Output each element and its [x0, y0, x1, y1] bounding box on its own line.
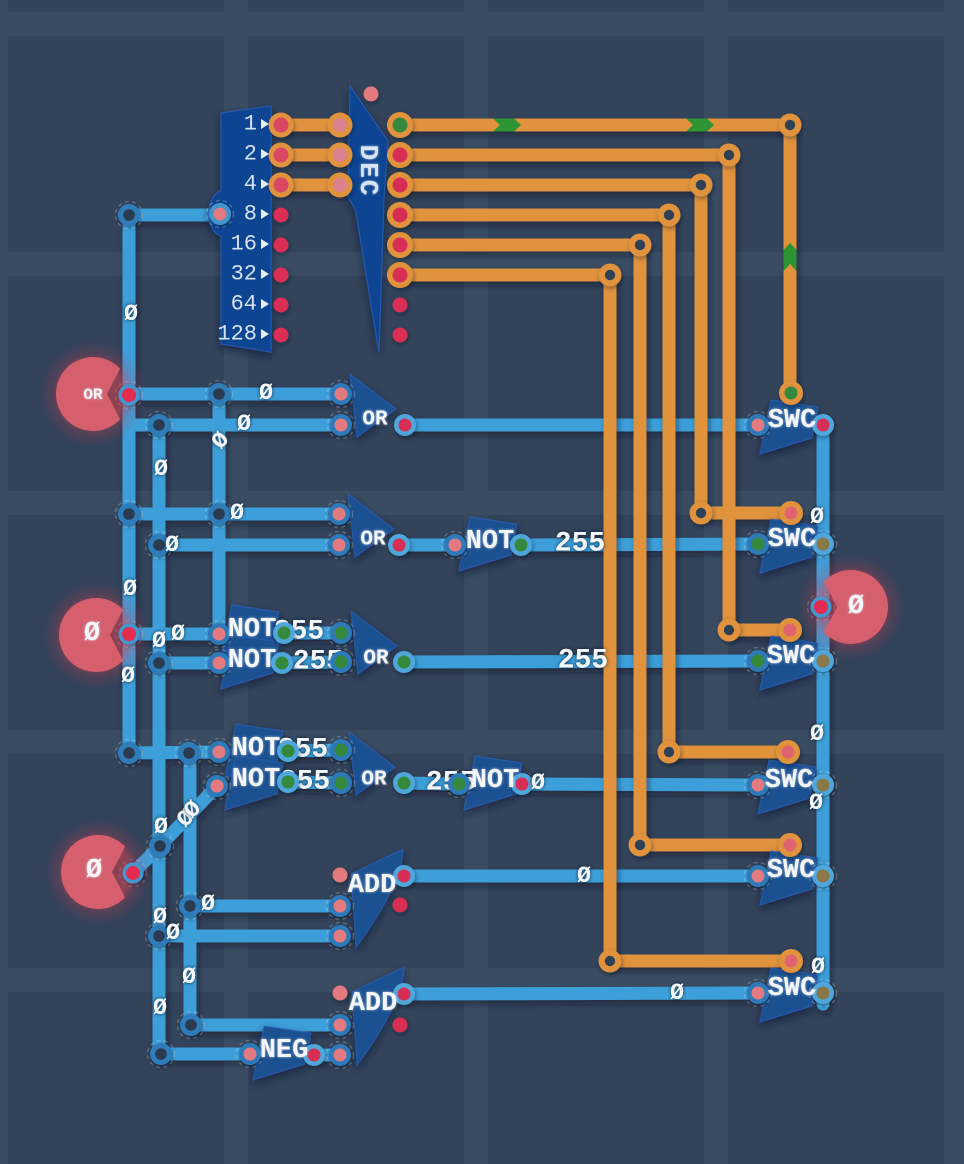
svg-text:SWC: SWC [768, 525, 817, 555]
svg-text:NOT: NOT [232, 734, 281, 764]
svg-text:Ø: Ø [171, 621, 185, 647]
svg-text:SWC: SWC [767, 856, 816, 886]
svg-text:Ø: Ø [670, 980, 684, 1006]
svg-text:Ø: Ø [848, 592, 864, 622]
svg-text:OR: OR [83, 386, 103, 404]
svg-text:Ø: Ø [124, 301, 138, 327]
svg-text:128: 128 [217, 322, 257, 347]
svg-text:Ø: Ø [154, 814, 168, 840]
svg-text:1: 1 [244, 112, 257, 137]
svg-text:4: 4 [244, 172, 257, 197]
svg-text:OR: OR [360, 529, 386, 552]
svg-text:SWC: SWC [765, 766, 814, 796]
svg-text:OR: OR [363, 648, 389, 671]
svg-text:SWC: SWC [768, 406, 817, 436]
svg-text:8: 8 [244, 202, 257, 227]
svg-text:NOT: NOT [228, 646, 277, 676]
svg-text:Ø: Ø [166, 920, 180, 946]
svg-text:OR: OR [361, 769, 387, 792]
svg-text:Ø: Ø [152, 628, 166, 654]
svg-text:255: 255 [558, 646, 608, 677]
svg-text:Ø: Ø [577, 863, 591, 889]
svg-text:Ø: Ø [201, 891, 215, 917]
svg-text:Ø: Ø [123, 576, 137, 602]
svg-text:Ø: Ø [810, 504, 824, 530]
svg-text:ADD: ADD [348, 871, 397, 901]
svg-text:Ø: Ø [84, 619, 100, 649]
svg-text:Ø: Ø [165, 532, 179, 558]
svg-text:ADD: ADD [349, 989, 398, 1019]
svg-text:Ø: Ø [153, 904, 167, 930]
svg-text:Ø: Ø [86, 856, 102, 886]
svg-text:Ø: Ø [182, 964, 196, 990]
svg-text:Ø: Ø [153, 995, 167, 1021]
svg-text:16: 16 [231, 232, 257, 257]
svg-text:Ø: Ø [230, 500, 244, 526]
svg-text:SWC: SWC [768, 974, 817, 1004]
svg-text:64: 64 [231, 292, 257, 317]
svg-text:Ø: Ø [810, 721, 824, 747]
svg-text:Ø: Ø [811, 954, 825, 980]
svg-text:Ø: Ø [809, 790, 823, 816]
svg-text:32: 32 [231, 262, 257, 287]
svg-text:Ø: Ø [259, 380, 273, 406]
svg-text:NOT: NOT [471, 766, 520, 796]
svg-text:NEG: NEG [260, 1036, 309, 1066]
svg-text:DEC: DEC [353, 145, 383, 198]
svg-text:Ø: Ø [121, 663, 135, 689]
svg-text:NOT: NOT [466, 527, 515, 557]
svg-text:Ø: Ø [531, 770, 545, 796]
svg-text:2: 2 [244, 142, 257, 167]
svg-text:255: 255 [555, 529, 605, 560]
svg-text:NOT: NOT [232, 765, 281, 795]
svg-text:OR: OR [362, 409, 388, 432]
svg-text:Ø: Ø [154, 456, 168, 482]
svg-text:SWC: SWC [767, 642, 816, 672]
svg-text:Ø: Ø [237, 411, 251, 437]
svg-text:NOT: NOT [228, 615, 277, 645]
